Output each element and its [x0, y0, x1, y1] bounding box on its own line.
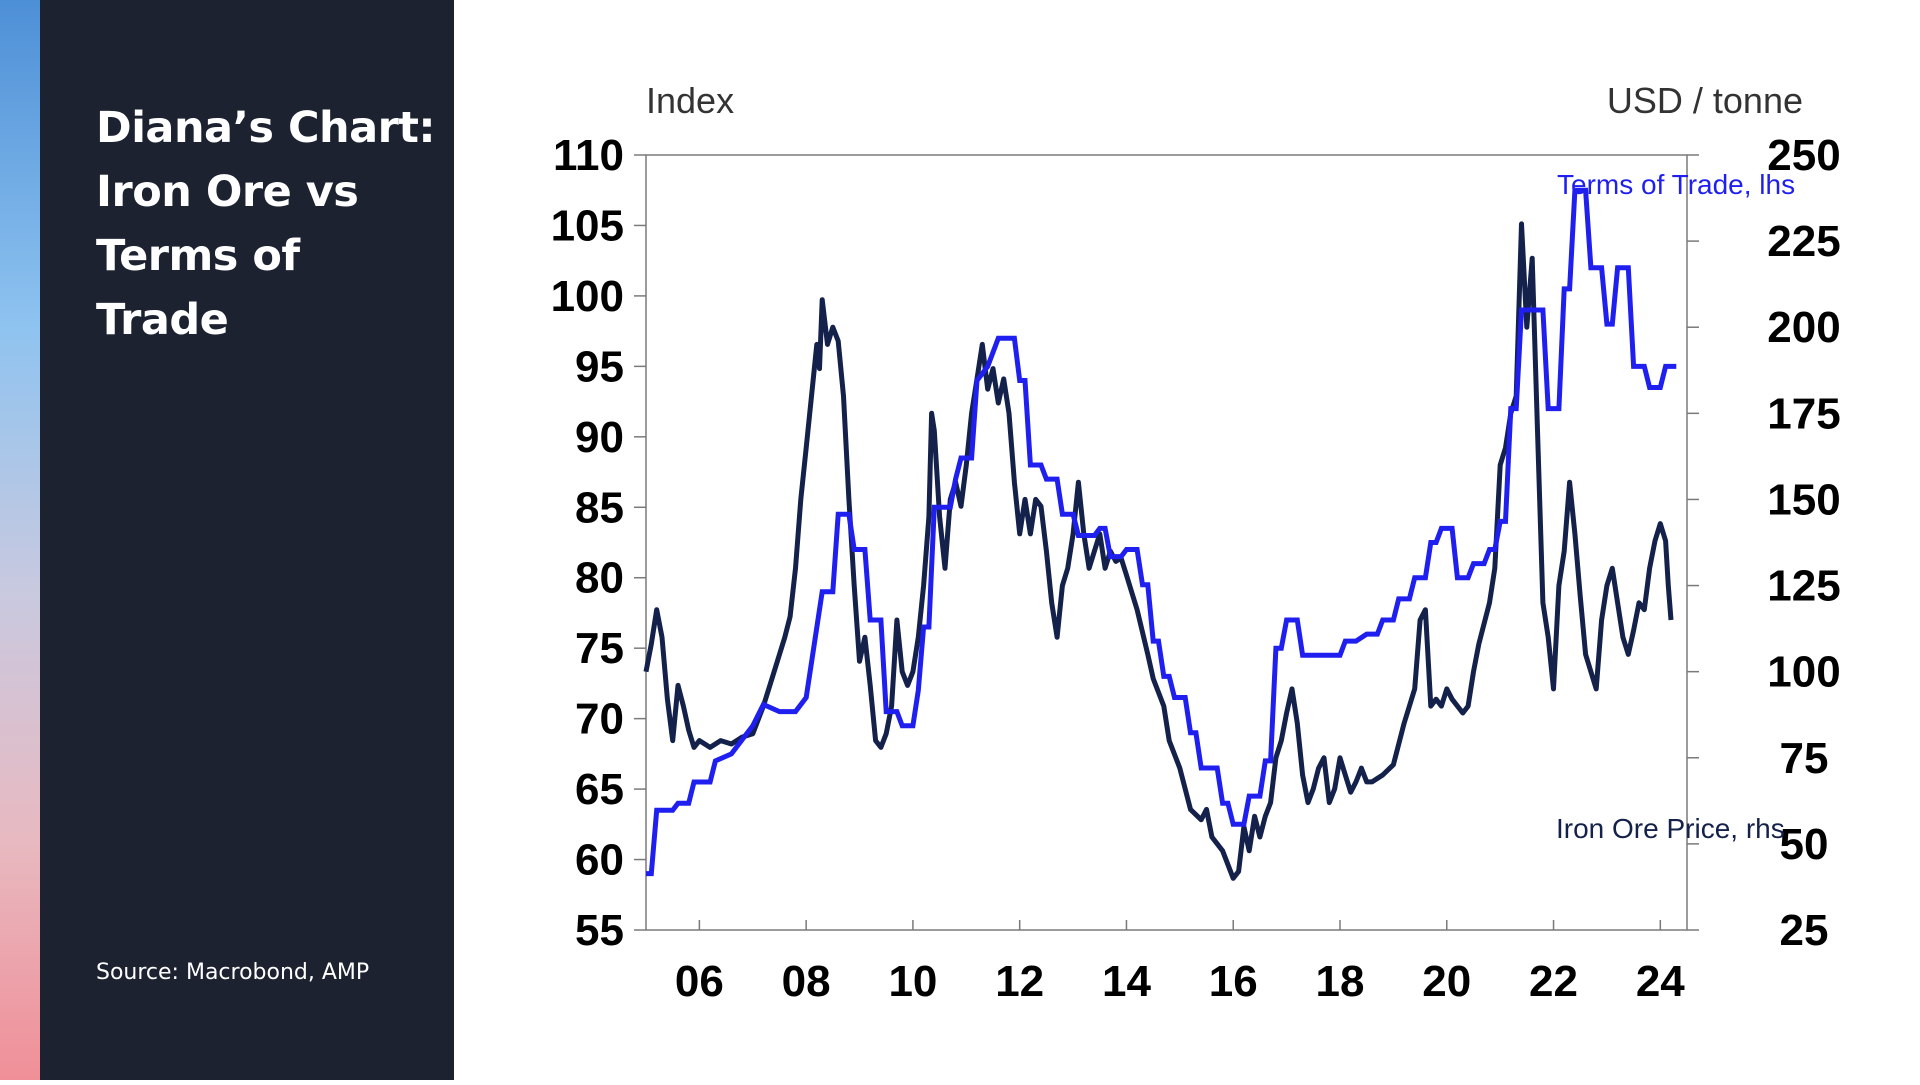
left-axis-tick-label: 55 [575, 906, 624, 955]
right-axis-unit-label: USD / tonne [1607, 80, 1803, 121]
right-axis-tick-label: 50 [1780, 820, 1829, 869]
slide-title: Diana’s Chart: Iron Ore vs Terms of Trad… [96, 103, 436, 345]
left-axis-tick-label: 100 [551, 272, 624, 321]
x-axis-tick-label: 06 [675, 957, 724, 1006]
x-axis-tick-label: 12 [995, 957, 1044, 1006]
right-axis-tick-label: 125 [1767, 562, 1840, 611]
left-axis-tick-label: 70 [575, 695, 624, 744]
plot-frame [645, 154, 1688, 931]
right-axis-tick-label: 250 [1767, 131, 1840, 180]
left-axis-tick-label: 65 [575, 765, 624, 814]
source-note: Source: Macrobond, AMP [96, 960, 370, 985]
chart-area: 55 60 65 70 75 80 85 90 95 100 105 110 25 50 75 100 125 1… [454, 0, 1920, 1080]
right-axis-tick-label: 25 [1780, 906, 1829, 955]
x-axis-tick-label: 16 [1209, 957, 1258, 1006]
x-axis-tick-label: 18 [1316, 957, 1365, 1006]
x-axis-tick-label: 22 [1529, 957, 1578, 1006]
terms-of-trade-series-label: Terms of Trade, lhs [1557, 169, 1795, 200]
right-axis-tick-label: 100 [1767, 648, 1840, 697]
x-axis-tick-label: 08 [782, 957, 831, 1006]
left-axis-tick-label: 60 [575, 836, 624, 885]
right-axis-tick-label: 225 [1767, 217, 1840, 266]
x-axis-tick-label: 14 [1102, 957, 1151, 1006]
x-axis-tick-label: 20 [1422, 957, 1471, 1006]
iron-ore-price-line [643, 221, 1674, 881]
right-axis-tick-label: 150 [1767, 475, 1840, 524]
right-axis-tick-label: 75 [1780, 734, 1829, 783]
left-axis-tick-label: 110 [553, 131, 624, 180]
left-axis-tick-label: 85 [575, 483, 624, 532]
x-axis-tick-label: 10 [888, 957, 937, 1006]
left-axis-unit-label: Index [646, 80, 734, 121]
left-axis-tick-label: 75 [575, 624, 624, 673]
left-axis-tick-label: 95 [575, 342, 624, 391]
iron-ore-series-label: Iron Ore Price, rhs [1556, 813, 1785, 844]
left-axis-tick-label: 80 [575, 554, 624, 603]
right-axis-tick-label: 200 [1767, 303, 1840, 352]
dual-axis-line-chart: 55 60 65 70 75 80 85 90 95 100 105 110 25 50 75 100 125 1… [551, 80, 1841, 1006]
left-axis-tick-label: 105 [551, 201, 624, 250]
accent-strip [0, 0, 40, 1080]
left-axis-tick-label: 90 [575, 413, 624, 462]
side-panel [40, 0, 454, 1080]
right-axis-tick-label: 175 [1767, 389, 1840, 438]
terms-of-trade-line [646, 187, 1677, 877]
x-axis-tick-label: 24 [1636, 957, 1685, 1006]
